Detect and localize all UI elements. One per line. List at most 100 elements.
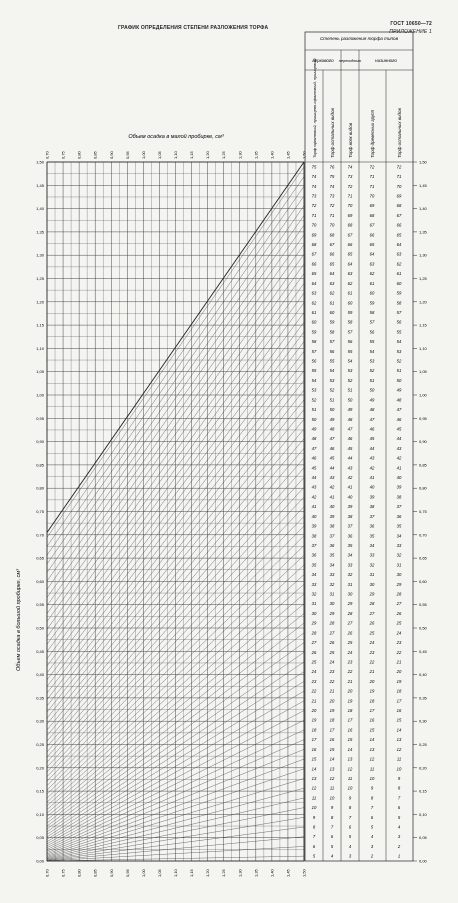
fan-line xyxy=(46,671,305,838)
table-cell: 46 xyxy=(370,426,375,431)
table-cell: 40 xyxy=(370,485,375,490)
right-y-tick-label: 0,95 xyxy=(419,416,428,421)
table-cell: 33 xyxy=(312,582,317,587)
table-cell: 57 xyxy=(312,349,317,354)
table-cell: 44 xyxy=(312,475,317,480)
table-cell: 62 xyxy=(397,261,402,266)
fan-line xyxy=(46,739,305,852)
table-cell: 10 xyxy=(370,776,375,781)
table-cell: 42 xyxy=(370,465,375,470)
fan-line xyxy=(46,215,305,582)
table-cell: 75 xyxy=(312,164,317,169)
table-cell: 41 xyxy=(330,494,335,499)
table-cell: 52 xyxy=(312,397,317,402)
right-y-axis: 0,00 0,05 0,10 0,15 0,20 0,25 0,30 0,35 0,40 0,45… xyxy=(413,160,428,864)
table-cell: 1 xyxy=(398,854,400,859)
fan-line xyxy=(46,758,305,855)
subgroup-transitional: переходного xyxy=(339,59,361,63)
table-cell: 20 xyxy=(369,679,375,684)
table-group-header: Степень разложения торфа типов xyxy=(320,36,399,41)
table-cell: 45 xyxy=(348,446,353,451)
fan-line xyxy=(46,380,305,706)
table-cell: 60 xyxy=(370,291,375,296)
table-cell: 40 xyxy=(397,475,402,480)
table-cell: 48 xyxy=(397,397,402,402)
table-cell: 58 xyxy=(397,300,402,305)
table-cell: 70 xyxy=(312,223,317,228)
x-tick-label-bottom: 0,95 xyxy=(125,868,130,877)
table-cell: 20 xyxy=(311,708,317,713)
table-cell: 8 xyxy=(371,795,374,800)
table-cell: 52 xyxy=(397,359,402,364)
table-cell: 51 xyxy=(370,378,375,383)
table-cell: 12 xyxy=(312,786,317,791)
table-cell: 5 xyxy=(313,854,316,859)
right-y-tick-label: 0,15 xyxy=(419,789,428,794)
table-cell: 56 xyxy=(370,329,375,334)
table-cell: 5 xyxy=(398,815,401,820)
fan-line xyxy=(46,788,305,858)
table-cell: 29 xyxy=(369,592,375,597)
table-cell: 56 xyxy=(348,339,353,344)
table-cell: 24 xyxy=(396,630,402,635)
table-cell: 72 xyxy=(348,184,353,189)
table-cell: 46 xyxy=(397,417,402,422)
table-cell: 4 xyxy=(331,854,334,859)
right-y-tick-label: 0,55 xyxy=(419,602,428,607)
table-cell: 22 xyxy=(311,689,317,694)
table-cell: 57 xyxy=(348,329,353,334)
table-cell: 3 xyxy=(398,834,401,839)
table-cell: 31 xyxy=(348,582,353,587)
table-cell: 16 xyxy=(370,718,375,723)
table-cell: 25 xyxy=(347,640,353,645)
table-cell: 7 xyxy=(349,815,352,820)
fan-line xyxy=(46,166,305,538)
y-tick-label: 1,25 xyxy=(36,276,45,281)
table-cell: 19 xyxy=(397,679,402,684)
table-cell: 37 xyxy=(397,504,402,509)
fan-line xyxy=(46,525,305,786)
table-cell: 6 xyxy=(331,834,334,839)
right-y-tick-label: 0,40 xyxy=(419,672,428,677)
table-cell: 74 xyxy=(330,184,335,189)
table-cell: 69 xyxy=(348,213,353,218)
x-tick-label-bottom: 1,45 xyxy=(285,868,290,877)
table-cell: 34 xyxy=(348,553,353,558)
table-cell: 43 xyxy=(312,485,317,490)
fan-line xyxy=(46,273,305,630)
fan-line xyxy=(46,555,305,799)
table-cell: 44 xyxy=(330,465,335,470)
y-tick-label: 1,15 xyxy=(36,323,45,328)
x-tick-label-bottom: 1,10 xyxy=(173,868,178,877)
table-cell: 27 xyxy=(396,601,402,606)
fan-line xyxy=(46,623,305,824)
fan-line xyxy=(46,778,305,857)
right-y-tick-label: 1,40 xyxy=(419,206,428,211)
y-tick-label: 0,85 xyxy=(36,462,45,467)
column-header-2: Торф остальных видов xyxy=(330,107,335,158)
y-tick-label: 1,35 xyxy=(36,229,45,234)
table-cell: 62 xyxy=(348,281,353,286)
table-cell: 55 xyxy=(312,368,317,373)
table-cell: 74 xyxy=(312,184,317,189)
table-cell: 31 xyxy=(312,601,317,606)
table-cell: 43 xyxy=(330,475,335,480)
table-cell: 7 xyxy=(371,805,374,810)
table-cell: 34 xyxy=(312,572,317,577)
x-tick-label-top: 1,15 xyxy=(189,150,194,159)
table-cell: 59 xyxy=(312,329,317,334)
table-cell: 64 xyxy=(370,252,375,257)
table-cell: 5 xyxy=(331,844,334,849)
table-cell: 32 xyxy=(312,592,317,597)
table-cell: 72 xyxy=(397,164,402,169)
table-cell: 60 xyxy=(348,300,353,305)
axis-ticks: 0,00 0,05 0,10 0,15 0,20 0,25 0,30 0,35 0,40 0,45… xyxy=(36,150,306,877)
table-cell: 50 xyxy=(397,378,402,383)
table-cell: 47 xyxy=(397,407,402,412)
fan-line xyxy=(46,263,305,622)
table-cell: 21 xyxy=(369,669,375,674)
table-cell: 28 xyxy=(396,592,402,597)
table-cell: 33 xyxy=(397,543,402,548)
table-cell: 47 xyxy=(370,417,375,422)
